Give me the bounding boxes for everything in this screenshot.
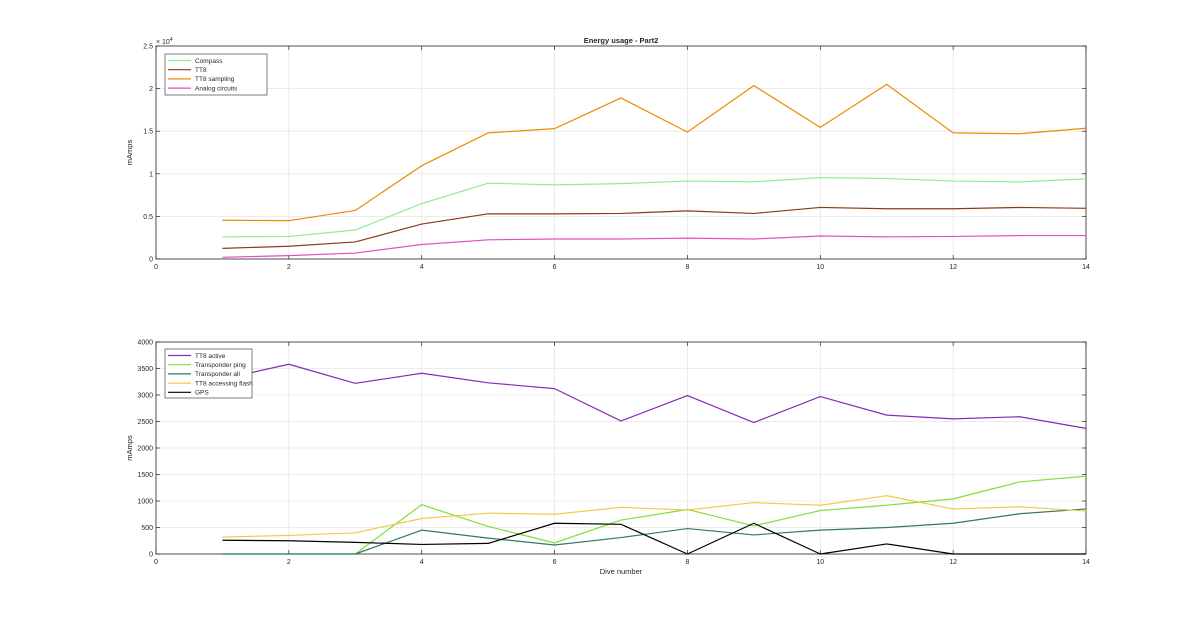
y-exponent-label: × 104 xyxy=(156,37,173,46)
y-tick-label: 500 xyxy=(141,525,153,532)
series-line-tt8 xyxy=(222,206,1087,249)
y-exponent-power: 4 xyxy=(170,37,173,43)
x-axis-label: Dive number xyxy=(600,567,643,576)
y-tick-label: 3500 xyxy=(137,366,153,373)
legend: Compass TT8 TT8 sampling Analog circuits xyxy=(164,53,268,96)
legend-label: Analog circuits xyxy=(195,85,238,92)
y-tick-label: 2000 xyxy=(137,446,153,453)
series-line-tt8-accessing-flash xyxy=(222,495,1087,538)
legend-label: GPS xyxy=(195,390,209,397)
y-axis-label: mAmps xyxy=(125,140,134,166)
y-axis-label: mAmps xyxy=(125,435,134,461)
y-tick-label: 0 xyxy=(149,257,153,264)
x-tick-label: 14 xyxy=(1082,264,1090,271)
y-tick-label: 1 xyxy=(149,171,153,178)
series-line-transponder-ping xyxy=(222,475,1087,555)
y-tick-label: 2500 xyxy=(137,419,153,426)
x-tick-label: 0 xyxy=(154,264,158,271)
x-tick-label: 8 xyxy=(685,264,689,271)
series-line-transponder-all xyxy=(222,508,1087,555)
legend-label: TT8 xyxy=(195,67,207,74)
y-tick-label: 1.5 xyxy=(143,129,153,136)
legend-label: Transponder ping xyxy=(195,362,246,369)
y-tick-label: 2.5 xyxy=(143,44,153,51)
y-tick-label: 3000 xyxy=(137,393,153,400)
series-line-analog-circuits xyxy=(222,234,1086,258)
y-tick-label: 1000 xyxy=(137,499,153,506)
legend-label: Compass xyxy=(195,58,223,65)
x-tick-label: 14 xyxy=(1082,559,1090,566)
legend-label: Transponder all xyxy=(195,371,240,378)
x-tick-label: 12 xyxy=(949,559,957,566)
x-tick-label: 4 xyxy=(420,264,424,271)
series-line-gps xyxy=(222,522,1086,555)
plot-2: 0 2 4 6 8 10 12 14 0 500 1000 1500 2000 2500 3000 3500 4… xyxy=(125,340,1090,577)
x-tick-label: 0 xyxy=(154,559,158,566)
legend-label: TT8 active xyxy=(195,353,226,360)
legend: TT8 active Transponder ping Transponder al… xyxy=(164,348,253,399)
legend-label: TT8 sampling xyxy=(195,76,235,83)
x-tick-label: 10 xyxy=(816,264,824,271)
legend-label: TT8 accessing flash xyxy=(195,380,253,387)
y-exponent-base: × 10 xyxy=(156,39,170,46)
y-tick-label: 1500 xyxy=(137,472,153,479)
x-tick-label: 6 xyxy=(553,559,557,566)
y-tick-label: 0 xyxy=(149,552,153,559)
x-tick-label: 10 xyxy=(816,559,824,566)
series-line-compass xyxy=(222,177,1087,238)
x-tick-label: 2 xyxy=(287,264,291,271)
x-tick-label: 12 xyxy=(949,264,957,271)
chart-title: Energy usage - Part2 xyxy=(584,36,659,45)
series-line-tt8-active xyxy=(222,363,1087,429)
axes-box xyxy=(155,45,1087,260)
x-tick-label: 6 xyxy=(553,264,557,271)
x-tick-label: 8 xyxy=(685,559,689,566)
series-line-tt8-sampling xyxy=(222,83,1087,222)
y-tick-label: 4000 xyxy=(137,340,153,347)
y-tick-label: 2 xyxy=(149,86,153,93)
x-tick-label: 2 xyxy=(287,559,291,566)
x-tick-label: 4 xyxy=(420,559,424,566)
y-tick-label: 0.5 xyxy=(143,214,153,221)
